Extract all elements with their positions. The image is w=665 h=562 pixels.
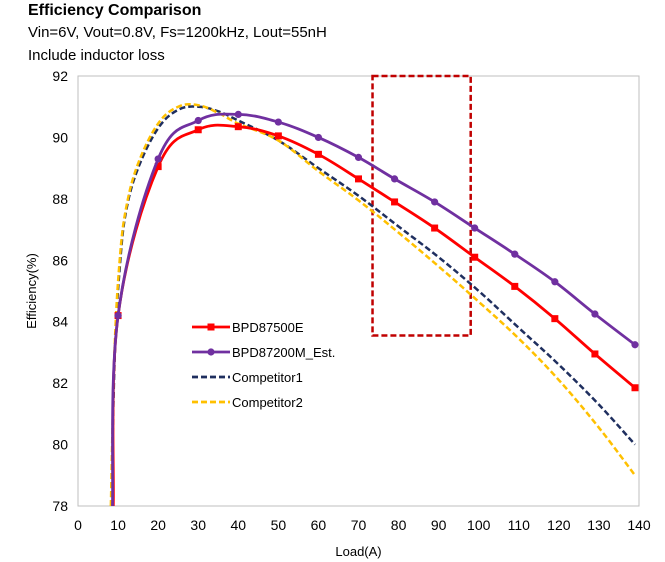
data-point xyxy=(234,110,242,118)
axes: 0 10 20 30 40 50 60 70 80 90 100 110 120 130 140 78 80 82… xyxy=(52,68,650,533)
series-bpd87500e xyxy=(111,123,639,507)
data-point xyxy=(314,150,322,158)
x-tick-label: 30 xyxy=(190,517,206,533)
data-point xyxy=(471,224,479,232)
x-tick-label: 10 xyxy=(110,517,126,533)
legend-marker xyxy=(207,323,215,331)
series-line xyxy=(110,105,636,507)
y-tick-label: 86 xyxy=(52,252,68,268)
data-point xyxy=(431,224,439,232)
chart-title: Efficiency Comparison xyxy=(28,2,202,19)
annotation-layer xyxy=(371,74,472,337)
data-point xyxy=(591,350,599,358)
x-tick-label: 90 xyxy=(431,517,447,533)
legend-item: BPD87200M_Est. xyxy=(192,345,335,360)
data-point xyxy=(471,253,479,261)
data-point xyxy=(355,175,362,183)
data-point xyxy=(274,132,282,140)
y-tick-label: 82 xyxy=(52,375,68,391)
data-point xyxy=(511,282,519,290)
x-tick-label: 50 xyxy=(271,517,287,533)
x-tick-label: 120 xyxy=(547,517,571,533)
chart-subtitle-line-2: Include inductor loss xyxy=(28,47,165,64)
data-point xyxy=(390,175,399,183)
y-axis-label: Efficiency(%) xyxy=(24,253,39,329)
series-competitor1 xyxy=(110,105,636,507)
y-tick-label: 92 xyxy=(52,68,68,84)
series-line xyxy=(111,112,636,507)
x-tick-label: 110 xyxy=(508,517,531,533)
data-point xyxy=(631,384,639,392)
legend-marker xyxy=(207,348,215,356)
x-tick-label: 130 xyxy=(587,517,611,533)
y-tick-label: 78 xyxy=(52,498,68,514)
data-point xyxy=(114,311,122,320)
y-tick-label: 84 xyxy=(52,314,68,330)
x-tick-label: 70 xyxy=(351,517,367,533)
data-point xyxy=(551,315,559,323)
highlight-box xyxy=(371,74,472,337)
x-tick-label: 140 xyxy=(627,517,651,533)
series-bpd87200m-est- xyxy=(111,110,639,507)
y-tick-label: 88 xyxy=(52,191,68,207)
x-tick-label: 60 xyxy=(311,517,327,533)
y-tick-label: 90 xyxy=(52,129,68,145)
data-point xyxy=(194,126,202,134)
data-point xyxy=(154,155,162,163)
x-axis-label: Load(A) xyxy=(335,544,381,559)
series-line xyxy=(111,123,636,507)
data-point xyxy=(354,153,363,161)
legend-item: Competitor2 xyxy=(192,395,303,410)
data-point xyxy=(591,310,599,318)
data-point xyxy=(391,198,399,206)
legend-label: Competitor1 xyxy=(232,370,303,385)
x-tick-label: 0 xyxy=(74,517,82,533)
legend-label: Competitor2 xyxy=(232,395,303,410)
legend: BPD87500E BPD87200M_Est. Competitor1 Compet… xyxy=(192,320,335,410)
data-point xyxy=(194,116,202,125)
legend-label: BPD87200M_Est. xyxy=(232,345,335,360)
data-point xyxy=(431,198,439,206)
x-tick-label: 80 xyxy=(391,517,407,533)
series-layer xyxy=(109,103,639,507)
data-point xyxy=(314,133,323,142)
data-point xyxy=(274,118,282,126)
chart-subtitle-line-1: Vin=6V, Vout=0.8V, Fs=1200kHz, Lout=55nH xyxy=(28,24,327,41)
legend-label: BPD87500E xyxy=(232,320,304,335)
data-point xyxy=(511,250,519,258)
series-competitor2 xyxy=(109,103,636,507)
series-line xyxy=(109,103,636,507)
x-tick-label: 20 xyxy=(150,517,166,533)
legend-item: BPD87500E xyxy=(192,320,304,335)
data-point xyxy=(631,341,639,349)
x-tick-label: 40 xyxy=(230,517,246,533)
data-point xyxy=(551,278,559,286)
legend-item: Competitor1 xyxy=(192,370,303,385)
data-point xyxy=(154,163,162,171)
y-tick-label: 80 xyxy=(52,437,68,453)
x-tick-label: 100 xyxy=(467,517,491,533)
data-point xyxy=(234,123,242,131)
plot-area-border xyxy=(77,75,640,507)
